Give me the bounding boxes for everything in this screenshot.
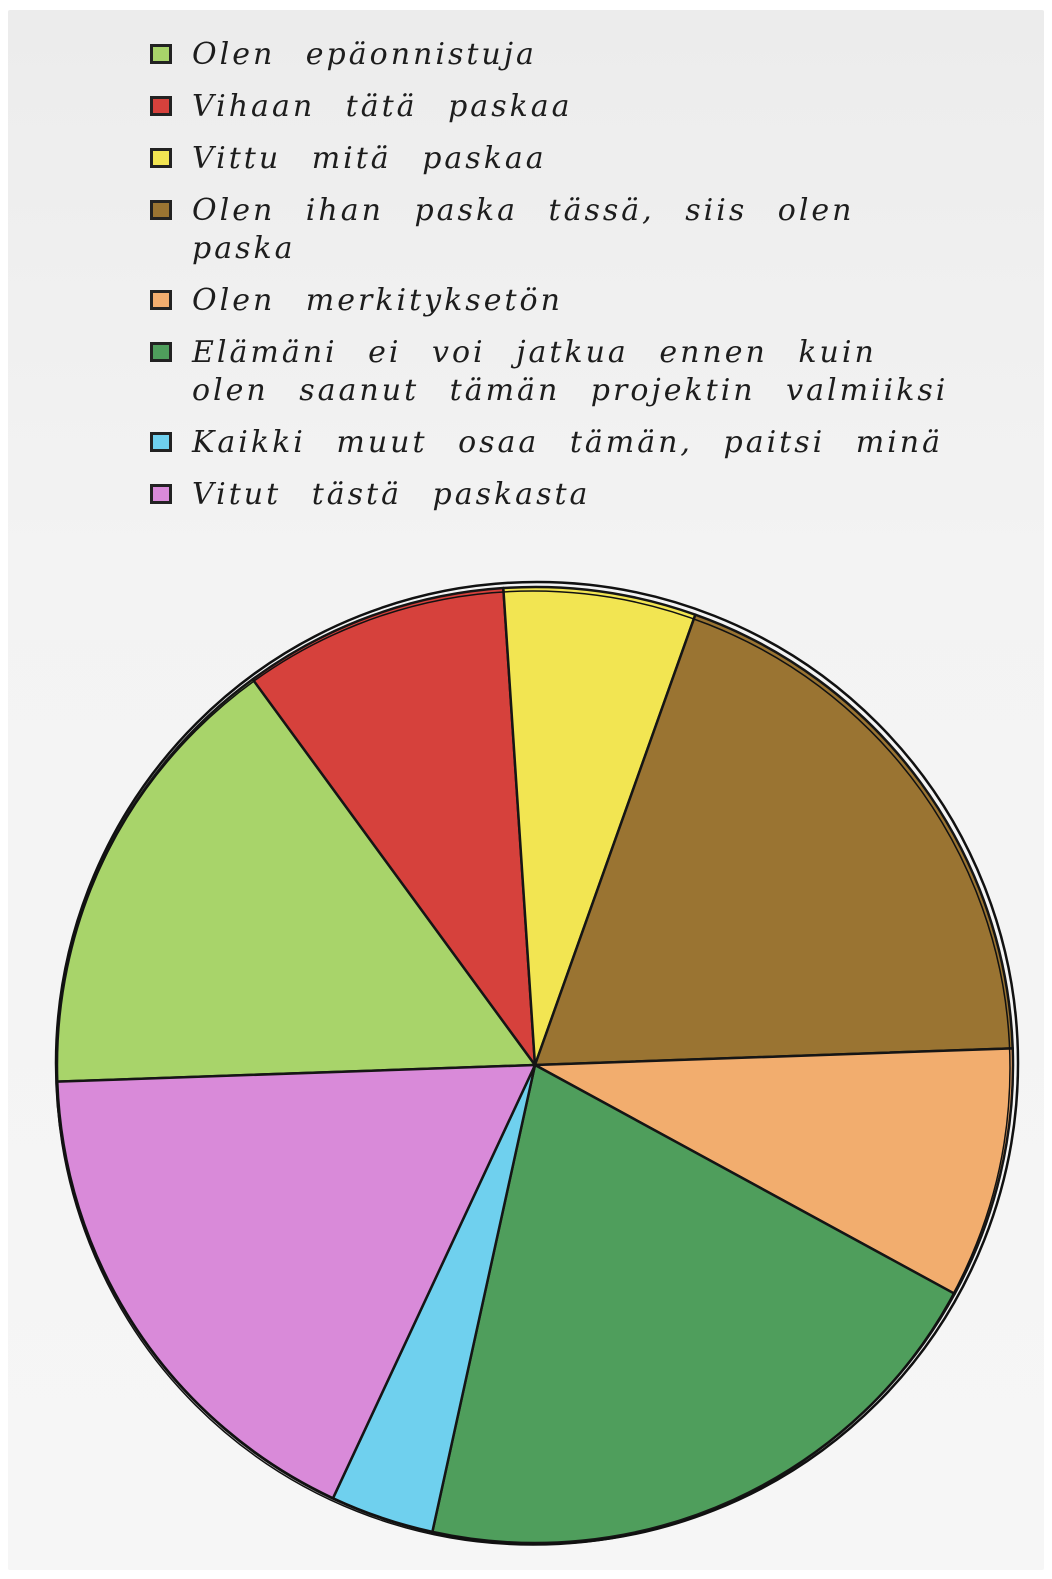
legend-item: Olen epäonnistuja bbox=[148, 36, 968, 74]
legend-swatch bbox=[150, 44, 172, 64]
legend-label: Olen epäonnistuja bbox=[192, 37, 537, 72]
legend-label: Vihaan tätä paskaa bbox=[192, 89, 573, 124]
legend-label: Elämäni ei voi jatkua ennen kuin olen sa… bbox=[192, 335, 949, 408]
legend-item: Kaikki muut osaa tämän, paitsi minä bbox=[148, 424, 968, 462]
legend-swatch bbox=[150, 432, 172, 452]
legend-item: Vittu mitä paskaa bbox=[148, 140, 968, 178]
pie-slice bbox=[533, 1047, 1015, 1296]
legend-swatch bbox=[150, 96, 172, 116]
legend-label: Olen merkityksetön bbox=[192, 283, 563, 318]
legend-swatch bbox=[150, 484, 172, 504]
legend-swatch bbox=[150, 148, 172, 168]
legend-item: Olen ihan paska tässä, siis olen paska bbox=[148, 192, 968, 268]
pie-slice bbox=[533, 613, 1014, 1067]
legend-swatch bbox=[150, 290, 172, 310]
legend-label: Vittu mitä paskaa bbox=[192, 141, 547, 176]
legend-item: Vitut tästä paskasta bbox=[148, 476, 968, 514]
legend-item: Vihaan tätä paskaa bbox=[148, 88, 968, 126]
legend-label: Kaikki muut osaa tämän, paitsi minä bbox=[192, 425, 944, 460]
legend-swatch bbox=[150, 200, 172, 220]
pie-outline bbox=[55, 590, 1011, 1546]
chart-legend: Olen epäonnistuja Vihaan tätä paskaa Vittu… bbox=[148, 36, 968, 528]
pie-slice bbox=[502, 585, 697, 1067]
legend-item: Elämäni ei voi jatkua ennen kuin olen sa… bbox=[148, 334, 968, 410]
legend-label: Olen ihan paska tässä, siis olen paska bbox=[192, 193, 855, 266]
legend-label: Vitut tästä paskasta bbox=[192, 477, 591, 512]
legend-swatch bbox=[150, 342, 172, 362]
legend-item: Olen merkityksetön bbox=[148, 282, 968, 320]
pie-slice bbox=[251, 586, 537, 1067]
